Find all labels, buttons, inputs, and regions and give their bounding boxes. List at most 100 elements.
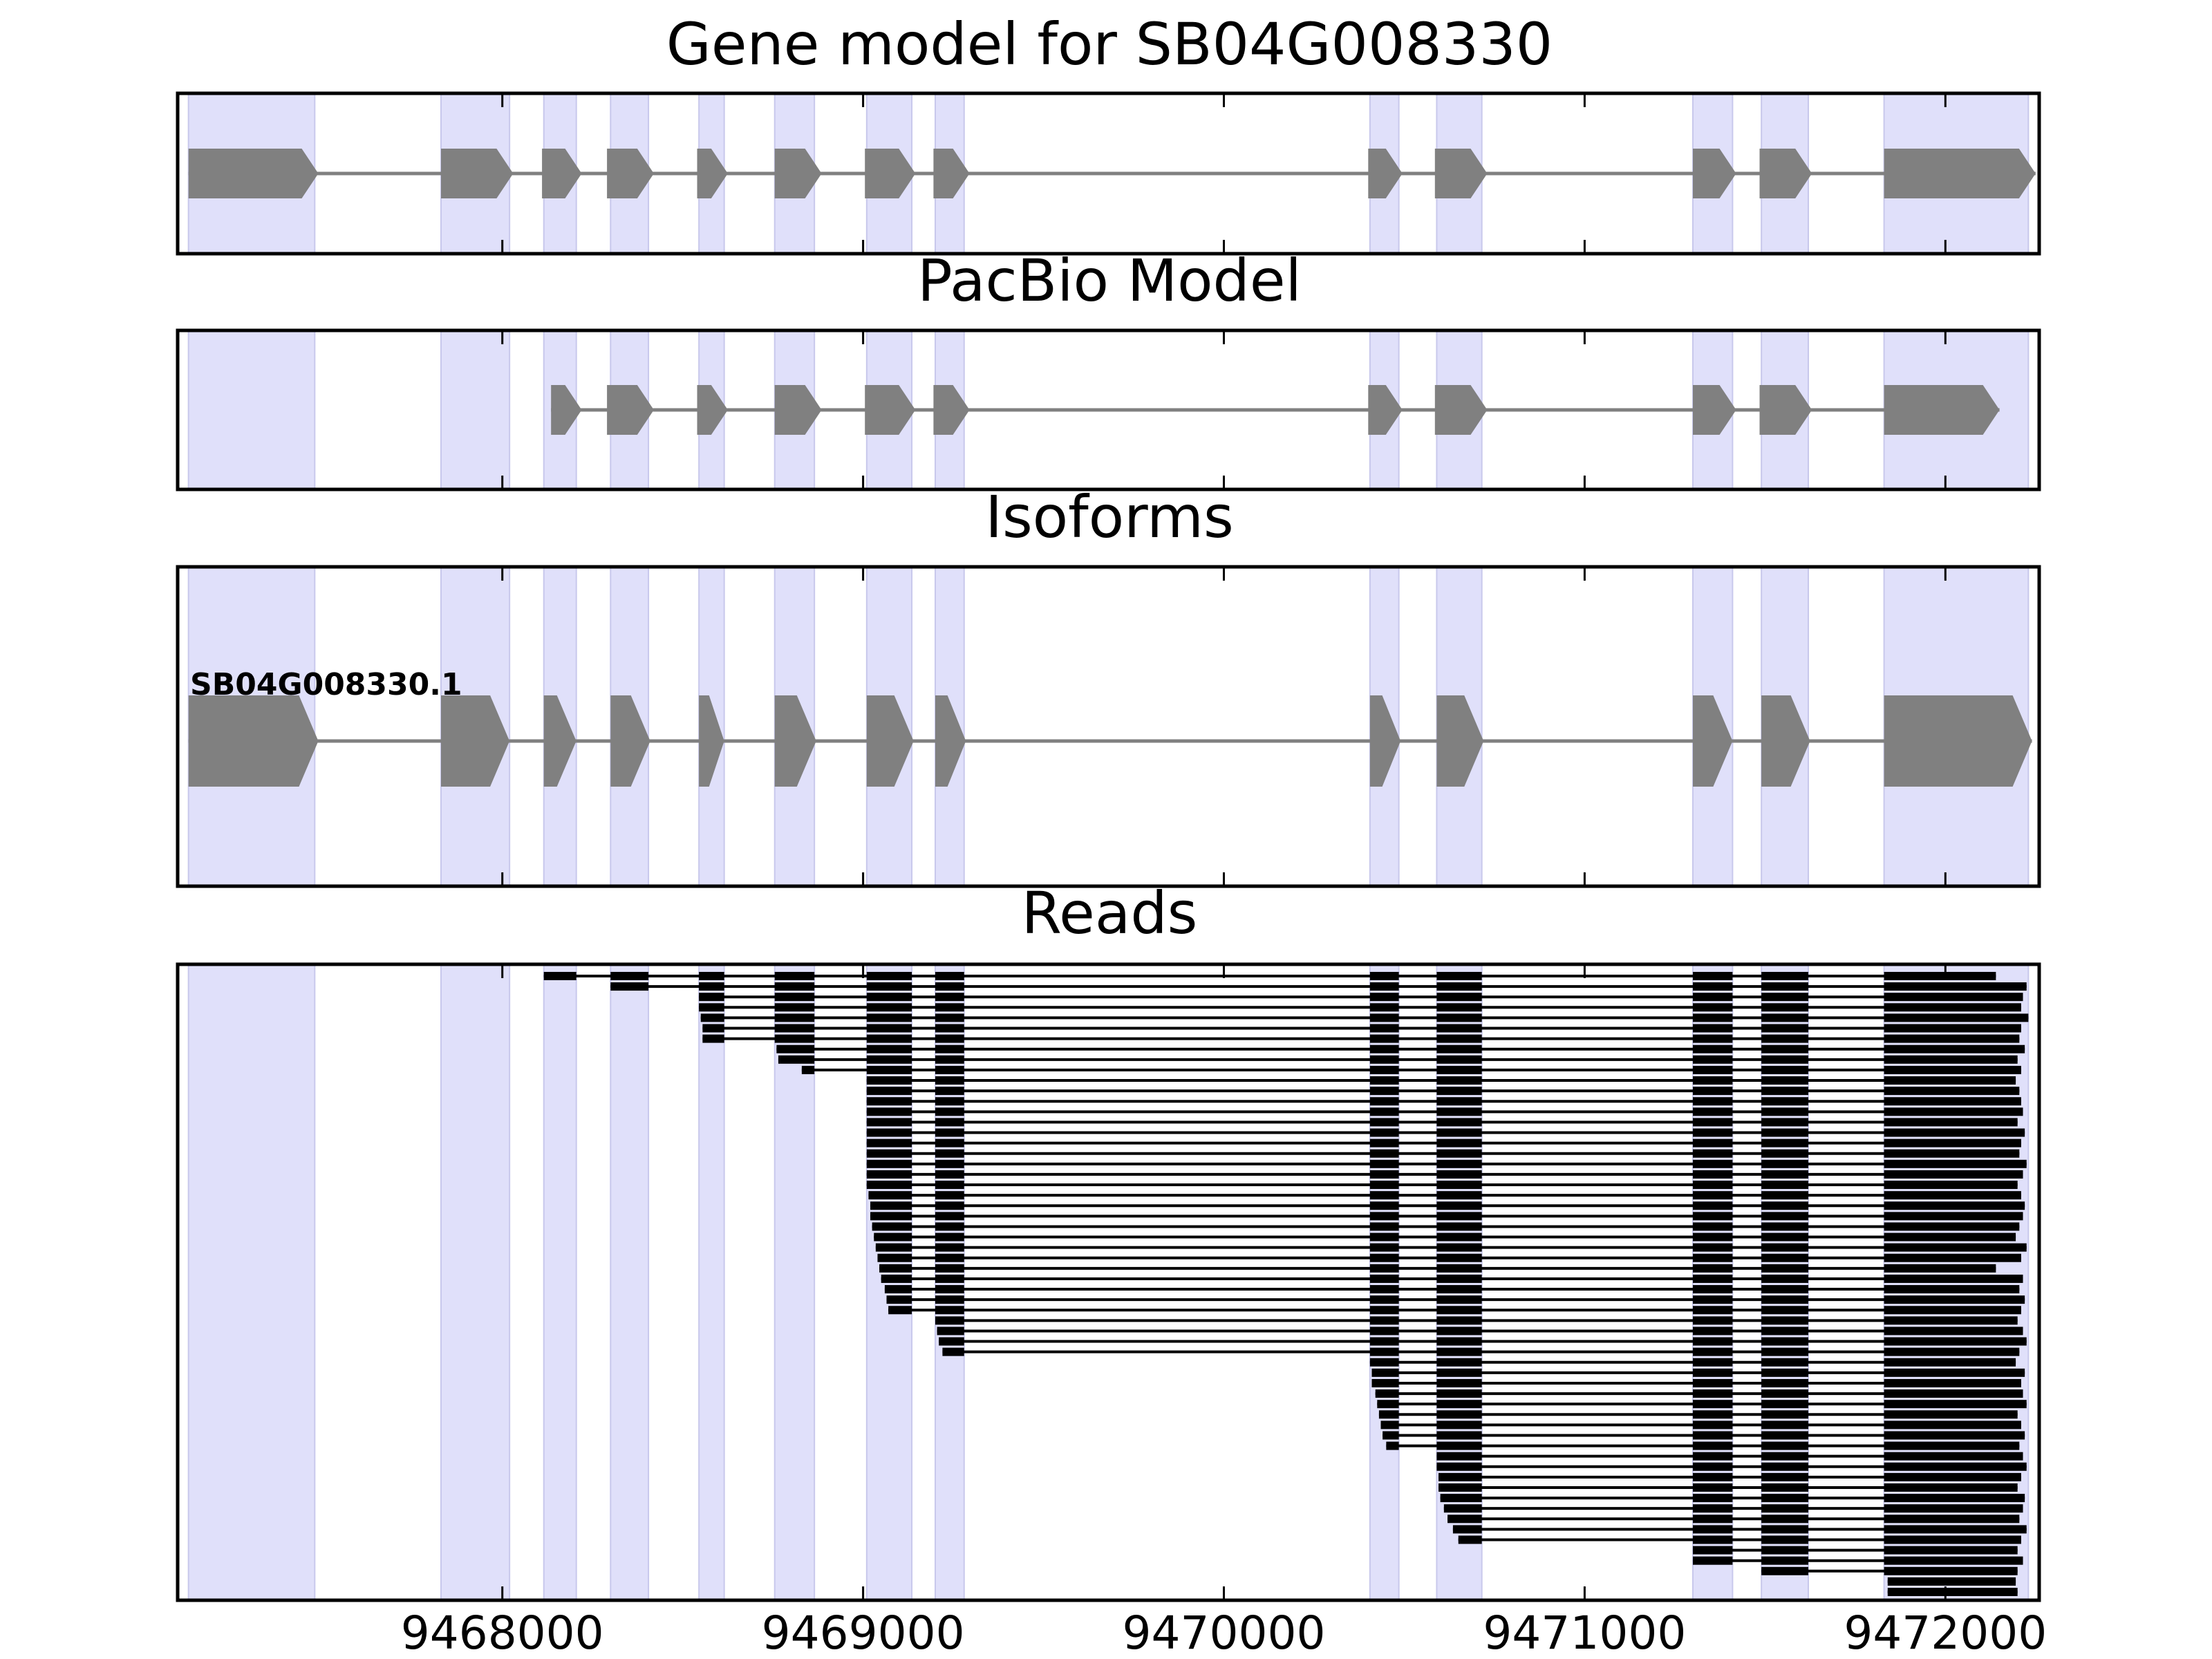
read-block	[1761, 1515, 1808, 1524]
read-block	[1371, 1368, 1399, 1377]
read-block	[935, 1107, 964, 1116]
read-block	[1887, 1577, 2016, 1586]
read-block	[935, 1285, 964, 1294]
read-block	[1692, 1400, 1733, 1409]
read-block	[935, 1253, 964, 1262]
read-block	[1436, 1201, 1482, 1210]
read-block	[866, 1013, 912, 1022]
exon-shape	[933, 385, 970, 435]
read-block	[1692, 1076, 1733, 1085]
read-block	[1761, 1138, 1808, 1147]
read-block	[935, 1222, 964, 1231]
read-block	[1761, 1378, 1808, 1387]
read-block	[1692, 1556, 1733, 1565]
read-block	[1884, 1337, 2027, 1346]
read-block	[935, 1128, 964, 1137]
read-block	[1692, 1191, 1733, 1200]
read-block	[866, 1087, 912, 1096]
read-block	[1761, 1316, 1808, 1325]
exon-shading-band	[610, 964, 650, 1601]
read-block	[1369, 1138, 1399, 1147]
read-block	[1378, 1410, 1399, 1419]
read-block	[866, 1055, 912, 1064]
read-block	[1369, 1170, 1399, 1179]
read-block	[866, 1003, 912, 1012]
read-block	[1761, 1181, 1808, 1190]
read-block	[1884, 1483, 2018, 1492]
read-block	[935, 1232, 964, 1241]
read-block	[1692, 1243, 1733, 1252]
x-tick-label: 9470000	[1123, 1606, 1326, 1659]
read-block	[1884, 1159, 2027, 1168]
read-block	[1692, 1097, 1733, 1106]
read-block	[1692, 1138, 1733, 1147]
read-block	[1761, 1358, 1808, 1367]
read-block	[1761, 1337, 1808, 1346]
read-block	[1436, 1232, 1482, 1241]
panel-pacbio-model: PacBio Model	[176, 247, 2041, 491]
read-block	[881, 1274, 912, 1283]
read-block	[1884, 1316, 2018, 1325]
read-block	[935, 1181, 964, 1190]
read-block	[1692, 1431, 1733, 1440]
read-block	[1761, 972, 1808, 980]
read-block	[1436, 1191, 1482, 1200]
read-block	[1884, 1170, 2023, 1179]
read-block	[935, 1076, 964, 1085]
read-block	[1369, 1055, 1399, 1064]
read-block	[1369, 1295, 1399, 1304]
panel-frame-isoforms	[176, 565, 2041, 888]
read-block	[1884, 1306, 2021, 1315]
read-block	[1369, 1212, 1399, 1221]
read-block	[1761, 1097, 1808, 1106]
read-block	[1884, 1472, 2021, 1481]
read-block	[1369, 1076, 1399, 1085]
read-block	[1692, 1107, 1733, 1116]
read-block	[1692, 1494, 1733, 1503]
exon-shape	[1436, 695, 1484, 787]
read-block	[1436, 1149, 1482, 1158]
read-block	[1884, 1044, 2025, 1053]
read-block	[1436, 1222, 1482, 1231]
read-block	[1369, 982, 1399, 991]
read-block	[1884, 1201, 2025, 1210]
read-block	[1761, 1483, 1808, 1492]
read-block	[1884, 1181, 2018, 1190]
exon-shape	[774, 149, 822, 198]
read-block	[1692, 1306, 1733, 1315]
read-block	[1884, 1358, 2016, 1367]
read-block	[1761, 1504, 1808, 1513]
read-block	[1436, 1358, 1482, 1367]
read-block	[1692, 1128, 1733, 1137]
read-block	[699, 972, 724, 980]
read-block	[774, 1013, 815, 1022]
read-block	[1369, 1191, 1399, 1200]
read-block	[1761, 1347, 1808, 1356]
read-block	[1761, 1462, 1808, 1471]
x-tick-label: 9471000	[1483, 1606, 1686, 1659]
read-block	[774, 993, 815, 1002]
read-block	[866, 1128, 912, 1137]
read-block	[1369, 972, 1399, 980]
read-block	[1692, 1149, 1733, 1158]
read-block	[1884, 1566, 2018, 1575]
read-block	[1692, 1421, 1733, 1430]
isoform-track	[188, 695, 2032, 787]
read-block	[1761, 1431, 1808, 1440]
read-block	[1692, 1087, 1733, 1096]
read-block	[1761, 1087, 1808, 1096]
exon-shape	[1368, 149, 1403, 198]
read-block	[1884, 1462, 2027, 1471]
read-block	[1761, 982, 1808, 991]
exon-shape	[1761, 695, 1810, 787]
read-block	[1436, 1170, 1482, 1179]
read-block	[1369, 1232, 1399, 1241]
read-block	[1436, 1253, 1482, 1262]
read-block	[1884, 1368, 2025, 1377]
read-block	[1369, 1065, 1399, 1074]
read-block	[1884, 1055, 2018, 1064]
read-block	[1369, 1285, 1399, 1294]
read-block	[1761, 1566, 1808, 1575]
pacbio-model-track	[551, 385, 2000, 435]
exon-shading-band	[543, 964, 577, 1601]
